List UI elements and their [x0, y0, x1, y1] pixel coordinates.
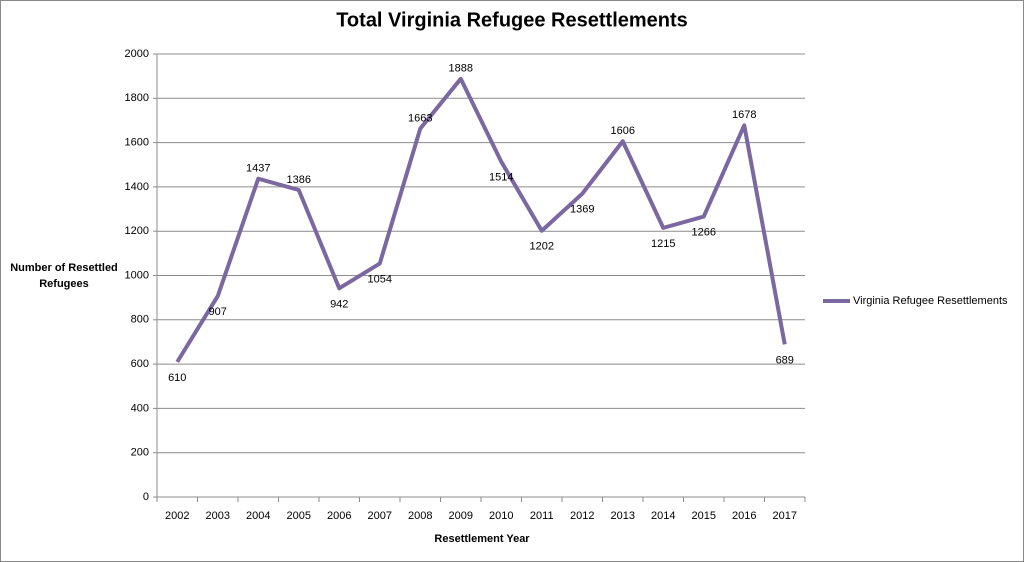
x-tick-label: 2005 [287, 510, 311, 522]
data-label: 907 [209, 306, 227, 318]
y-tick-label: 1800 [125, 92, 149, 104]
x-tick-label: 2002 [165, 510, 189, 522]
x-tick-label: 2011 [530, 510, 554, 522]
x-tick-label: 2003 [206, 510, 230, 522]
y-axis-title: Number of Resettled Refugees [10, 262, 118, 290]
data-label: 1202 [530, 241, 554, 253]
legend-label: Virginia Refugee Resettlements [853, 295, 1008, 307]
data-label: 1663 [408, 113, 432, 125]
data-label: 1266 [692, 226, 716, 238]
x-tick-label: 2014 [651, 510, 675, 522]
x-tick-label: 2006 [327, 510, 351, 522]
y-tick-label: 200 [131, 447, 149, 459]
y-tick-label: 1000 [125, 269, 149, 281]
data-label: 610 [168, 372, 186, 384]
data-label: 1678 [732, 109, 756, 121]
x-tick-label: 2007 [368, 510, 392, 522]
chart-title: Total Virginia Refugee Resettlements [336, 9, 688, 31]
x-axis-title: Resettlement Year [434, 533, 530, 545]
x-tick-label: 2012 [570, 510, 594, 522]
x-tick-label: 2009 [449, 510, 473, 522]
y-tick-label: 800 [131, 314, 149, 326]
data-label: 689 [776, 354, 794, 366]
y-tick-label: 1600 [125, 137, 149, 149]
data-label: 1514 [489, 172, 513, 184]
data-label: 1437 [246, 163, 270, 175]
data-label: 1369 [570, 204, 594, 216]
y-tick-label: 0 [143, 491, 149, 503]
x-tick-label: 2017 [773, 510, 797, 522]
data-label: 1386 [287, 174, 311, 186]
data-label: 1054 [368, 273, 392, 285]
data-label: 942 [330, 298, 348, 310]
x-tick-label: 2004 [246, 510, 270, 522]
x-tick-label: 2015 [692, 510, 716, 522]
data-label: 1888 [449, 63, 473, 75]
data-label: 1215 [651, 238, 675, 250]
y-tick-label: 2000 [125, 48, 149, 60]
x-tick-label: 2013 [611, 510, 635, 522]
y-tick-label: 400 [131, 402, 149, 414]
x-tick-label: 2016 [732, 510, 756, 522]
data-label: 1606 [611, 125, 635, 137]
line-series [175, 76, 787, 363]
x-tick-label: 2008 [408, 510, 432, 522]
x-tick-label: 2010 [489, 510, 513, 522]
y-tick-label: 1200 [125, 225, 149, 237]
y-tick-label: 1400 [125, 181, 149, 193]
y-tick-label: 600 [131, 358, 149, 370]
